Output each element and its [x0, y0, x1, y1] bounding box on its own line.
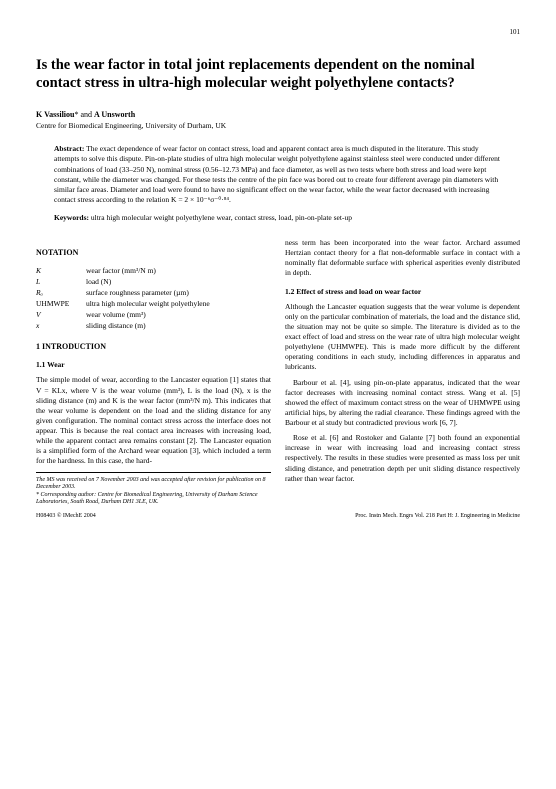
footnote-received: The MS was received on 7 November 2003 a…: [36, 477, 271, 492]
notation-row: Kwear factor (mm³/N m): [36, 266, 271, 276]
footnote-rule: [36, 472, 271, 473]
notation-row: Lload (N): [36, 277, 271, 287]
keywords-label: Keywords:: [54, 213, 89, 222]
authors: K Vassiliou* and A Unsworth: [36, 110, 520, 119]
abstract: Abstract: The exact dependence of wear f…: [36, 144, 520, 205]
notation-definition: surface roughness parameter (µm): [86, 288, 271, 298]
paper-title: Is the wear factor in total joint replac…: [36, 56, 520, 92]
notation-symbol: x: [36, 321, 86, 331]
right-column: ness term has been incorporated into the…: [285, 238, 520, 507]
body-paragraph: The simple model of wear, according to t…: [36, 375, 271, 466]
abstract-label: Abstract:: [54, 144, 84, 153]
notation-symbol: UHMWPE: [36, 299, 86, 309]
abstract-text: The exact dependence of wear factor on c…: [54, 144, 500, 204]
notation-definition: load (N): [86, 277, 271, 287]
notation-definition: wear factor (mm³/N m): [86, 266, 271, 276]
keywords: Keywords: ultra high molecular weight po…: [36, 213, 520, 222]
keywords-text: ultra high molecular weight polyethylene…: [91, 213, 352, 222]
notation-symbol: L: [36, 277, 86, 287]
section-1-2-heading: 1.2 Effect of stress and load on wear fa…: [285, 287, 520, 297]
notation-definition: wear volume (mm³): [86, 310, 271, 320]
section-1-heading: 1 INTRODUCTION: [36, 342, 271, 353]
notation-table: Kwear factor (mm³/N m) Lload (N) Rₐsurfa…: [36, 266, 271, 332]
notation-definition: ultra high molecular weight polyethylene: [86, 299, 271, 309]
footnote-corresponding: * Corresponding author: Centre for Biome…: [36, 492, 271, 507]
footer-left: H08403 © IMechE 2004: [36, 513, 96, 519]
notation-row: UHMWPEultra high molecular weight polyet…: [36, 299, 271, 309]
body-paragraph: ness term has been incorporated into the…: [285, 238, 520, 279]
body-paragraph: Barbour et al. [4], using pin-on-plate a…: [285, 378, 520, 429]
body-paragraph: Rose et al. [6] and Rostoker and Galante…: [285, 433, 520, 484]
notation-symbol: K: [36, 266, 86, 276]
notation-row: Rₐsurface roughness parameter (µm): [36, 288, 271, 298]
notation-symbol: V: [36, 310, 86, 320]
body-paragraph: Although the Lancaster equation suggests…: [285, 302, 520, 373]
left-column: NOTATION Kwear factor (mm³/N m) Lload (N…: [36, 238, 271, 507]
notation-definition: sliding distance (m): [86, 321, 271, 331]
section-1-1-heading: 1.1 Wear: [36, 360, 271, 370]
page-footer: H08403 © IMechE 2004 Proc. Instn Mech. E…: [36, 513, 520, 519]
two-column-body: NOTATION Kwear factor (mm³/N m) Lload (N…: [36, 238, 520, 507]
notation-row: xsliding distance (m): [36, 321, 271, 331]
notation-heading: NOTATION: [36, 248, 271, 259]
notation-row: Vwear volume (mm³): [36, 310, 271, 320]
affiliation: Centre for Biomedical Engineering, Unive…: [36, 121, 520, 130]
page-number: 101: [36, 28, 520, 36]
notation-symbol: Rₐ: [36, 288, 86, 298]
footer-right: Proc. Instn Mech. Engrs Vol. 218 Part H:…: [355, 513, 520, 519]
